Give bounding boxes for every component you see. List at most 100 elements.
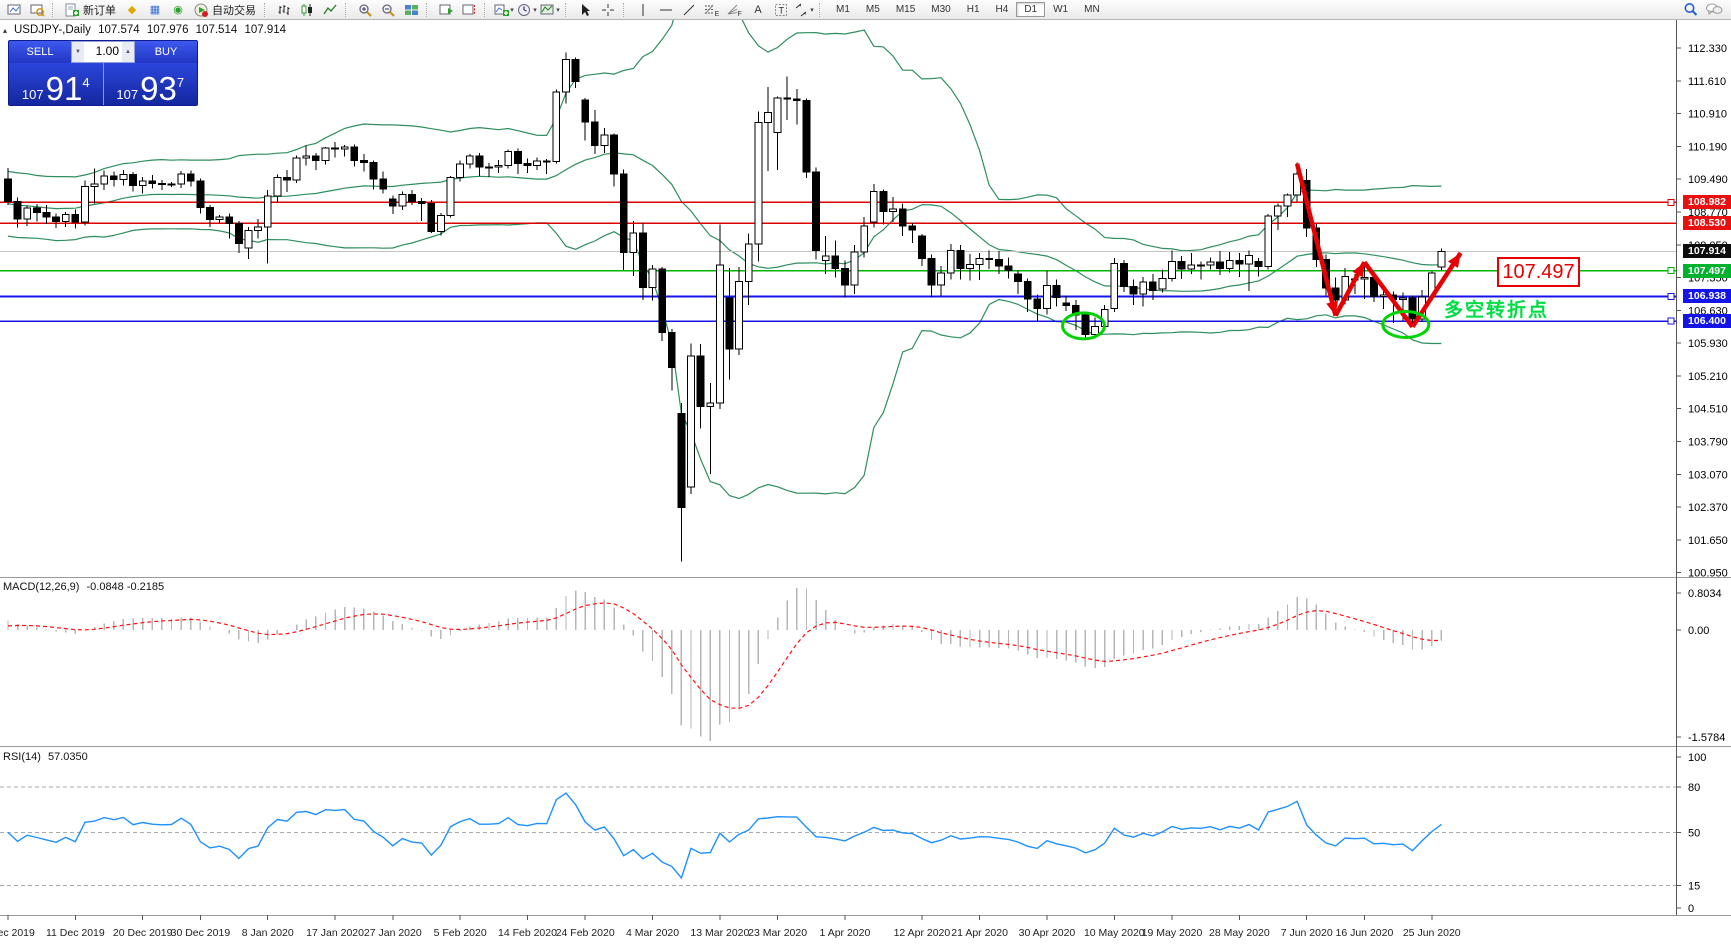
buy-button[interactable]: BUY [135, 41, 197, 63]
price-badge-bid-price: 107.914 [1683, 244, 1731, 259]
toolbar-separator [345, 2, 350, 17]
chat-icon[interactable] [1703, 0, 1725, 19]
vertical-line-icon[interactable] [632, 0, 654, 19]
periods-icon[interactable]: ▾ [516, 0, 538, 19]
timeframe-button-m30[interactable]: M30 [931, 4, 951, 15]
timeframe-button-h4[interactable]: H4 [995, 4, 1009, 15]
profile-chart-icon[interactable] [26, 0, 48, 19]
toolbar-separator [426, 2, 431, 17]
sell-price[interactable]: 107 91 4 [9, 63, 104, 105]
svg-text:20 Dec 2019: 20 Dec 2019 [113, 927, 173, 939]
price-badge-resistance-line-2: 108.530 [1683, 216, 1731, 231]
svg-text:25 Jun 2020: 25 Jun 2020 [1403, 927, 1461, 939]
turning-point-label[interactable]: 多空转折点 [1444, 300, 1550, 321]
horizontal-line-icon[interactable] [655, 0, 677, 19]
timeframe-button-w1[interactable]: W1 [1053, 4, 1069, 15]
toolbar: 新订单 ◆ ▦ ◉ 自动交易 ▾ [0, 0, 1731, 20]
charts-window-icon[interactable] [3, 0, 25, 19]
timeframe-button-h1[interactable]: H1 [966, 4, 980, 15]
horizontal-line-objects[interactable] [0, 198, 1676, 325]
templates-icon[interactable]: ▾ [539, 0, 561, 19]
svg-text:21 Apr 2020: 21 Apr 2020 [951, 927, 1008, 939]
svg-text:110.910: 110.910 [1688, 108, 1727, 120]
svg-text:F: F [738, 11, 742, 17]
volume-increase-button[interactable]: ▲ [122, 42, 134, 62]
highlight-ellipse[interactable] [1061, 311, 1107, 341]
trendline-icon[interactable] [678, 0, 700, 19]
sell-price-prefix: 107 [21, 86, 44, 102]
timeframe-button-m15[interactable]: M15 [895, 4, 916, 15]
svg-text:-1.5784: -1.5784 [1688, 732, 1725, 744]
new-order-button[interactable]: 新订单 [61, 1, 120, 18]
svg-text:0.8034: 0.8034 [1688, 588, 1722, 600]
indicators-icon[interactable]: ▾ [493, 0, 515, 19]
volume-decrease-button[interactable]: ▼ [72, 42, 84, 62]
candlestick-chart-icon[interactable] [296, 0, 318, 19]
zoom-out-icon[interactable] [377, 0, 399, 19]
auto-scroll-icon[interactable] [435, 0, 457, 19]
metaeditor-icon[interactable]: ◆ [127, 4, 137, 16]
svg-text:T: T [778, 5, 784, 15]
chart-title: USDJPY-,Daily 107.574 107.976 107.514 10… [14, 24, 290, 36]
svg-text:110.190: 110.190 [1688, 142, 1727, 154]
crosshair-icon[interactable] [597, 0, 619, 19]
svg-text:100.950: 100.950 [1688, 567, 1728, 579]
rsi-value: 57.0350 [47, 751, 88, 763]
macd-indicator-label: MACD(12,26,9) -0.0848 -0.2185 [3, 581, 168, 593]
alerts-icon[interactable]: ◉ [173, 4, 183, 16]
chart-plot-area[interactable] [0, 19, 1676, 915]
bar-chart-icon[interactable] [273, 0, 295, 19]
tile-windows-icon[interactable] [400, 0, 422, 19]
cursor-icon[interactable] [574, 0, 596, 19]
svg-text:11 Dec 2019: 11 Dec 2019 [46, 927, 105, 939]
text-label-tool-icon[interactable]: T [770, 0, 792, 19]
fibo-retracement-icon[interactable]: E [701, 0, 723, 19]
svg-text:109.490: 109.490 [1688, 174, 1728, 186]
svg-text:104.510: 104.510 [1688, 403, 1728, 415]
timeframe-button-m5[interactable]: M5 [865, 4, 880, 15]
price-badge-support-line-2: 106.400 [1683, 314, 1731, 329]
price-callout-box[interactable]: 107.497 [1497, 257, 1580, 287]
zoom-in-icon[interactable] [354, 0, 376, 19]
chart-shift-icon[interactable] [458, 0, 480, 19]
price-badge-resistance-line-1: 108.982 [1683, 195, 1731, 210]
svg-text:7 Jun 2020: 7 Jun 2020 [1281, 927, 1333, 939]
volume-stepper: ▼ 1.00 ▲ [71, 41, 135, 63]
autotrading-button[interactable]: 自动交易 [190, 1, 260, 18]
svg-text:112.330: 112.330 [1688, 43, 1727, 55]
svg-text:27 Jan 2020: 27 Jan 2020 [364, 927, 422, 939]
buy-price[interactable]: 107 93 7 [104, 63, 198, 105]
svg-text:80: 80 [1688, 782, 1700, 794]
sell-button[interactable]: SELL [9, 41, 71, 63]
fibo-fan-icon[interactable]: F [724, 0, 746, 19]
macd-histogram [7, 588, 1443, 741]
arrows-tool-icon[interactable]: ▾ [793, 0, 815, 19]
svg-text:23 Mar 2020: 23 Mar 2020 [748, 927, 807, 939]
text-tool-icon[interactable]: A [754, 3, 762, 16]
svg-text:5 Feb 2020: 5 Feb 2020 [434, 927, 487, 939]
svg-text:108.770: 108.770 [1688, 207, 1728, 219]
one-click-collapse-arrow[interactable]: ▴ [3, 26, 8, 35]
svg-text:4 Mar 2020: 4 Mar 2020 [626, 927, 679, 939]
terminal-icon[interactable]: ▦ [149, 4, 161, 16]
svg-text:0.00: 0.00 [1688, 625, 1709, 637]
timeframe-button-m1[interactable]: M1 [836, 4, 850, 15]
svg-text:15: 15 [1688, 880, 1700, 892]
svg-text:103.790: 103.790 [1688, 436, 1728, 448]
chevron-down-icon: ▾ [533, 6, 537, 14]
sell-price-main: 91 [45, 69, 83, 106]
svg-text:10 May 2020: 10 May 2020 [1084, 927, 1145, 939]
svg-text:16 Jun 2020: 16 Jun 2020 [1336, 927, 1394, 939]
rsi-name: RSI(14) [3, 751, 41, 763]
sell-price-pip: 4 [82, 75, 90, 90]
svg-text:2 Dec 2019: 2 Dec 2019 [0, 927, 35, 939]
search-icon[interactable] [1680, 0, 1702, 19]
volume-value[interactable]: 1.00 [95, 44, 119, 58]
svg-text:19 May 2020: 19 May 2020 [1142, 927, 1203, 939]
timeframe-button-mn[interactable]: MN [1084, 4, 1100, 15]
highlight-ellipse[interactable] [1381, 309, 1431, 339]
line-chart-icon[interactable] [319, 0, 341, 19]
timeframe-button-d1[interactable]: D1 [1016, 2, 1046, 17]
toolbar-separator [264, 2, 269, 17]
